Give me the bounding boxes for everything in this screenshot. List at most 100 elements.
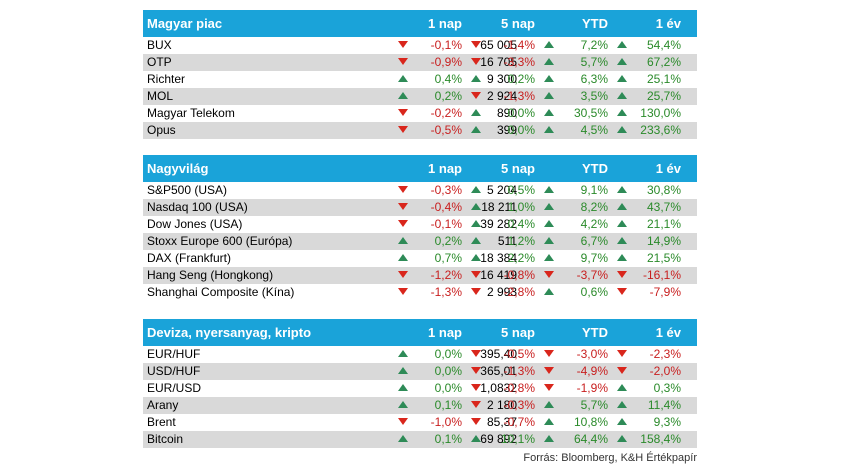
arrow-down-icon [617,367,627,374]
table-row: Shanghai Composite (Kína) 2 993 -1,3% -2,8%… [143,284,697,301]
instrument-value: 890 [496,106,517,120]
change-cell: 7,2% [536,38,608,53]
section-table: Nagyvilág 1 nap 5 nap YTD 1 év S&P500 (USA) 5 … [143,155,697,301]
change-cell: -2,8% [463,285,535,300]
change-cell: 9,1% [536,183,608,198]
change-cell: 67,2% [609,55,681,70]
table-row: Nasdaq 100 (USA) 18 211 -0,4% 1,0% 8,2% 43,7% [143,199,697,216]
arrow-up-icon [544,203,554,210]
column-header: YTD [582,161,608,176]
change-cell: 21,1% [609,217,681,232]
arrow-up-icon [398,92,408,99]
arrow-down-icon [398,418,408,425]
instrument-name: Stoxx Europe 600 (Európa) [147,234,293,248]
change-cell: -1,3% [390,285,462,300]
change-value: -1,3% [503,89,535,103]
change-cell: 10,1% [463,432,535,447]
arrow-up-icon [617,435,627,442]
arrow-up-icon [617,384,627,391]
change-cell: -0,7% [463,415,535,430]
change-cell: -0,1% [390,217,462,232]
arrow-down-icon [544,350,554,357]
arrow-up-icon [617,41,627,48]
arrow-up-icon [471,126,481,133]
instrument-value: 365,01 [480,364,517,378]
instrument-value: 65 005 [480,38,517,52]
arrow-up-icon [544,401,554,408]
change-cell: 0,7% [390,251,462,266]
change-value: -1,3% [503,364,535,378]
column-header: 1 nap [428,161,462,176]
change-value: 4,2% [580,217,608,231]
change-value: 9,7% [580,251,608,265]
instrument-name: Nasdaq 100 (USA) [147,200,248,214]
section-table: Deviza, nyersanyag, kripto 1 nap 5 nap YTD 1… [143,319,697,448]
change-cell: -16,1% [609,268,681,283]
change-value: 0,0% [434,381,462,395]
change-cell: 11,4% [609,398,681,413]
change-value: -2,8% [503,285,535,299]
change-cell: 233,6% [609,123,681,138]
change-cell: -1,3% [463,89,535,104]
arrow-up-icon [617,203,627,210]
instrument-name: Opus [147,123,176,137]
arrow-up-icon [471,435,481,442]
change-value: 0,3% [653,381,681,395]
change-cell: 5,7% [536,55,608,70]
change-cell: 43,7% [609,200,681,215]
table-row: Opus 399 -0,5% 0,0% 4,5% 233,6% [143,122,697,139]
instrument-value: 2 180 [486,398,517,412]
column-header: 1 nap [428,325,462,340]
instrument-name: Shanghai Composite (Kína) [147,285,295,299]
change-cell: 0,0% [463,106,535,121]
change-value: 11,4% [647,398,681,412]
change-value: -1,3% [430,285,462,299]
change-cell: 1,0% [463,200,535,215]
change-value: 233,6% [640,123,681,137]
section-title: Nagyvilág [147,161,209,176]
table-row: DAX (Frankfurt) 18 384 0,7% 2,2% 9,7% 21,5% [143,250,697,267]
change-cell: -2,0% [609,364,681,379]
arrow-up-icon [617,126,627,133]
change-cell: -3,7% [536,268,608,283]
table-row: Dow Jones (USA) 39 282 -0,1% 0,4% 4,2% 21,1% [143,216,697,233]
change-value: 0,5% [507,183,535,197]
section-title: Magyar piac [147,16,223,31]
change-cell: 0,1% [390,398,462,413]
change-cell: -0,3% [463,398,535,413]
change-cell: 0,4% [463,217,535,232]
change-cell: 0,0% [390,381,462,396]
change-cell: -0,4% [390,200,462,215]
arrow-down-icon [398,288,408,295]
instrument-value: 1,0832 [480,381,517,395]
arrow-up-icon [617,109,627,116]
arrow-up-icon [544,41,554,48]
arrow-down-icon [471,367,481,374]
instrument-name: Brent [147,415,176,429]
arrow-down-icon [471,92,481,99]
table-row: OTP 16 705 -0,9% -3,3% 5,7% 67,2% [143,54,697,71]
change-cell: -0,5% [390,123,462,138]
table-row: Brent 85,37 -1,0% -0,7% 10,8% 9,3% [143,414,697,431]
change-value: 0,6% [580,285,608,299]
change-value: -0,5% [430,123,462,137]
change-value: -1,4% [503,38,535,52]
change-cell: 30,5% [536,106,608,121]
table-row: Richter 9 300 0,4% 0,2% 6,3% 25,1% [143,71,697,88]
change-value: -1,2% [430,268,462,282]
arrow-up-icon [544,75,554,82]
instrument-name: Hang Seng (Hongkong) [147,268,274,282]
change-cell: 0,0% [390,364,462,379]
change-value: 0,0% [507,123,535,137]
change-value: 5,7% [580,398,608,412]
instrument-name: EUR/HUF [147,347,201,361]
arrow-up-icon [617,401,627,408]
change-value: 158,4% [640,432,681,446]
change-value: -0,7% [503,415,535,429]
change-value: 0,2% [434,89,462,103]
instrument-value: 69 892 [480,432,517,446]
change-cell: 4,5% [536,123,608,138]
change-value: 54,4% [646,38,681,52]
change-cell: 64,4% [536,432,608,447]
change-cell: 6,7% [536,234,608,249]
